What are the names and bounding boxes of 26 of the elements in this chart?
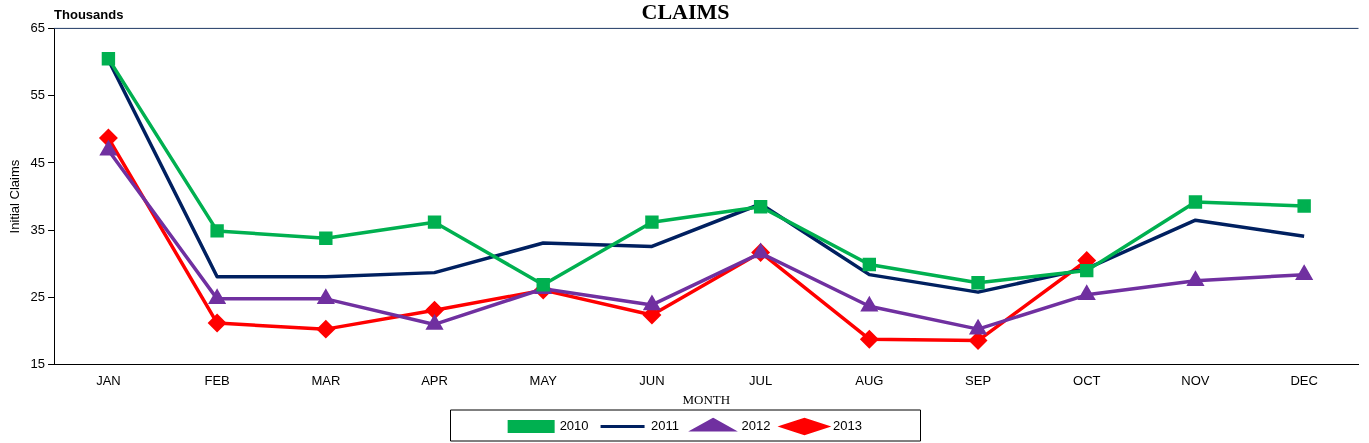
x-tick-label: OCT	[1073, 373, 1101, 389]
x-tick-label: APR	[421, 373, 448, 389]
legend-label: 2013	[832, 418, 862, 434]
y-tick-label: 25	[30, 289, 46, 305]
legend-label: 2012	[741, 418, 771, 434]
y-tick-label: 55	[30, 87, 46, 103]
x-axis-title: MONTH	[682, 391, 731, 407]
x-tick-label: SEP	[965, 373, 992, 389]
x-tick-label: JAN	[96, 373, 121, 389]
x-tick-label: MAY	[529, 373, 558, 389]
y-tick-label: 45	[30, 154, 46, 170]
x-tick-label: MAR	[311, 373, 341, 389]
legend-label: 2011	[651, 418, 680, 434]
y-tick-label: 65	[30, 19, 46, 35]
legend-label: 2010	[559, 418, 589, 434]
y-axis-title: Initial Claims	[7, 159, 23, 234]
x-tick-label: DEC	[1290, 373, 1318, 389]
x-tick-label: FEB	[204, 373, 230, 389]
chart-title: CLAIMS	[641, 0, 730, 24]
y-tick-label: 35	[30, 221, 46, 237]
x-tick-label: NOV	[1181, 373, 1210, 389]
x-tick-label: AUG	[855, 373, 884, 389]
text: Thousands	[54, 7, 124, 23]
y-tick-label: 15	[30, 356, 46, 372]
x-tick-label: JUL	[749, 373, 773, 389]
x-tick-label: JUN	[639, 373, 665, 389]
